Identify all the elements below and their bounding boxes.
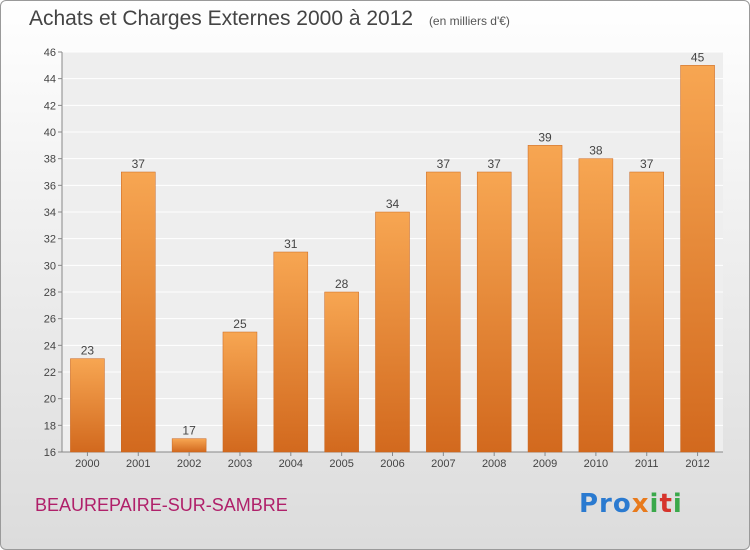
x-tick-label: 2011 [635,458,659,470]
y-tick-label: 16 [44,447,56,459]
y-tick-label: 28 [44,287,56,299]
bar [476,171,512,453]
y-tick-label: 20 [44,394,56,406]
y-tick-label: 18 [44,420,56,432]
data-label: 37 [488,157,502,171]
data-label: 25 [233,317,247,331]
bar [70,358,105,453]
x-tick-label: 2009 [533,458,557,470]
x-tick-label: 2005 [329,458,353,470]
proxiti-logo[interactable]: Proxiti [579,489,683,519]
x-tick-label: 2003 [228,458,252,470]
logo-part: i [649,489,660,519]
x-tick-label: 2002 [177,458,201,470]
x-tick-label: 2006 [380,458,404,470]
y-tick-label: 42 [44,100,56,112]
data-label: 37 [437,157,451,171]
bar [680,65,715,453]
bar [375,211,410,453]
bar [578,158,614,453]
chart-title: Achats et Charges Externes 2000 à 2012 [29,7,414,30]
y-tick-label: 34 [44,207,56,219]
y-tick-label: 26 [44,314,56,326]
y-tick-label: 30 [44,260,56,272]
data-label: 38 [589,144,603,158]
x-tick-label: 2008 [482,458,506,470]
logo-part: x [631,489,650,519]
place-name: BEAUREPAIRE-SUR-SAMBRE [35,495,288,515]
bar [273,251,309,453]
x-tick-label: 2007 [431,458,455,470]
data-label: 39 [538,130,552,144]
x-tick-label: 2010 [584,458,608,470]
bar [426,171,461,453]
logo-part: t [659,489,673,519]
x-tick-label: 2000 [75,458,99,470]
data-label: 28 [335,277,349,291]
bar [222,331,258,453]
y-tick-label: 24 [44,340,56,352]
bar [171,438,207,453]
data-label: 17 [182,424,196,438]
y-tick-label: 46 [44,47,56,59]
data-label: 37 [132,157,146,171]
x-tick-label: 2004 [279,458,303,470]
bar [527,145,563,453]
logo-part: Pro [579,489,632,519]
x-tick-label: 2012 [685,458,709,470]
chart-title-row: Achats et Charges Externes 2000 à 2012 (… [29,7,510,31]
logo-part: i [672,489,683,519]
data-label: 45 [691,50,705,64]
data-label: 31 [284,237,298,251]
x-tick-label: 2001 [126,458,150,470]
bar [324,291,359,453]
y-tick-label: 36 [44,180,56,192]
bar [121,171,156,453]
y-tick-label: 32 [44,234,56,246]
chart-subtitle: (en milliers d'€) [428,14,510,28]
y-tick-label: 22 [44,367,56,379]
y-tick-label: 40 [44,127,56,139]
y-tick-label: 44 [44,74,56,86]
bar [629,171,664,453]
data-label: 37 [640,157,654,171]
data-label: 23 [81,344,95,358]
data-label: 34 [386,197,400,211]
y-tick-label: 38 [44,154,56,166]
